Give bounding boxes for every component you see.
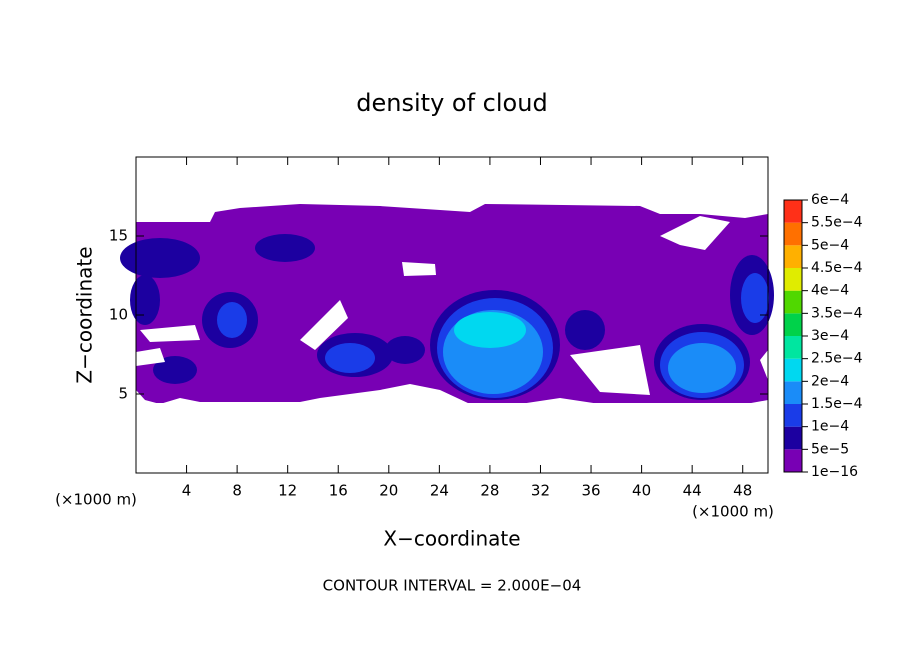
- x-tick-label: 24: [430, 482, 449, 500]
- colorbar-label: 6e−4: [811, 192, 849, 208]
- colorbar-band: [784, 245, 802, 268]
- colorbar-band: [784, 381, 802, 404]
- colorbar-band: [784, 268, 802, 291]
- colorbar-label: 5.5e−4: [811, 215, 863, 231]
- x-tick-label: 32: [531, 482, 550, 500]
- y-tick-label: 10: [109, 306, 128, 324]
- colorbar-label: 4.5e−4: [811, 260, 863, 276]
- colorbar-label: 5e−4: [811, 237, 849, 253]
- x-tick-label: 20: [379, 482, 398, 500]
- colorbar-label: 1e−4: [811, 419, 849, 435]
- y-tick-label: 15: [109, 227, 128, 245]
- x-tick-label: 12: [278, 482, 297, 500]
- colorbar-band: [784, 313, 802, 336]
- colorbar-label: 2.5e−4: [811, 351, 863, 367]
- x-unit-label: (×1000 m): [692, 503, 774, 521]
- contour-hole: [136, 216, 768, 395]
- colorbar-band: [784, 449, 802, 472]
- colorbar-band: [784, 222, 802, 246]
- y-tick-label: 5: [118, 385, 128, 403]
- colorbar-label: 3.5e−4: [811, 305, 863, 321]
- colorbar-band: [784, 200, 802, 223]
- x-tick-label: 28: [480, 482, 499, 500]
- y-unit-label: (×1000 m): [55, 491, 137, 509]
- colorbar-label: 2e−4: [811, 373, 849, 389]
- y-axis-label: Z−coordinate: [73, 246, 97, 383]
- colorbar-label: 3e−4: [811, 328, 849, 344]
- colorbar-band: [784, 290, 802, 314]
- colorbar-band: [784, 336, 802, 359]
- colorbar-label: 4e−4: [811, 283, 849, 299]
- contour-field: [120, 204, 774, 473]
- annotation: CONTOUR INTERVAL = 2.000E−04: [323, 577, 582, 595]
- colorbar-label: 1e−16: [811, 464, 858, 480]
- x-tick-label: 4: [182, 482, 192, 500]
- contour-region: [454, 312, 526, 348]
- colorbar-band: [784, 358, 802, 382]
- chart-title: density of cloud: [356, 89, 547, 117]
- x-tick-label: 40: [632, 482, 651, 500]
- x-axis-label: X−coordinate: [383, 527, 520, 551]
- colorbar-label: 5e−5: [811, 441, 849, 457]
- x-tick-label: 48: [733, 482, 752, 500]
- x-tick-label: 8: [232, 482, 242, 500]
- colorbar-band: [784, 426, 802, 450]
- x-tick-label: 16: [329, 482, 348, 500]
- x-tick-label: 44: [683, 482, 702, 500]
- x-tick-label: 36: [581, 482, 600, 500]
- colorbar-frame: [783, 199, 803, 473]
- colorbar-band: [784, 404, 802, 427]
- colorbar-label: 1.5e−4: [811, 396, 863, 412]
